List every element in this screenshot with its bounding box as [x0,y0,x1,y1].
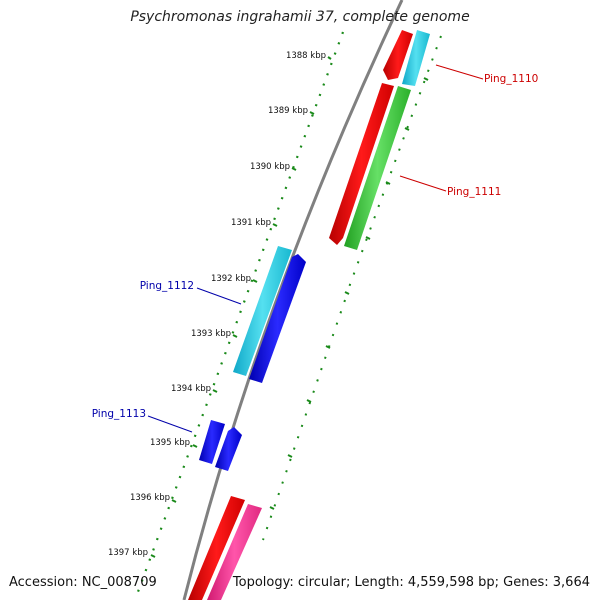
gene-feature-red[interactable] [188,496,245,600]
ruler-label: 1392 kbp [211,274,251,284]
topology-text: Topology: circular; Length: 4,559,598 bp… [232,575,590,590]
callout-line [147,415,193,433]
track-tick [269,506,275,510]
ruler-tick [150,554,156,558]
ruler-label: 1390 kbp [250,162,290,172]
track-tick [385,181,391,185]
track-tick [344,291,350,295]
ruler-line [133,31,345,600]
ruler-label: 1393 kbp [191,329,231,339]
ruler-label: 1394 kbp [171,384,211,394]
gene-label-ping-1112[interactable]: Ping_1112 [140,280,194,292]
gene-feature-red[interactable] [383,30,413,80]
gene-feature-blue[interactable] [249,254,306,383]
gene-feature-blue[interactable] [199,420,225,464]
track-tick [423,77,429,81]
gene-feature-green[interactable] [344,86,411,250]
ruler-label: 1395 kbp [150,438,190,448]
ruler-tick [291,167,297,171]
ruler-tick [272,223,278,227]
track-tick [404,127,410,131]
track-tick [306,399,312,403]
track-tick [325,345,331,349]
callout-line [196,287,242,305]
ruler-label: 1391 kbp [231,218,271,228]
track-tick [365,236,371,240]
track-tick [287,454,293,458]
gene-feature-pink[interactable] [207,504,262,600]
ruler-label: 1396 kbp [130,493,170,503]
ruler-label: 1389 kbp [268,106,308,116]
ruler-label: 1397 kbp [108,548,148,558]
ruler-tick [252,279,258,283]
genome-backbone [182,0,404,600]
ruler-tick [212,389,218,393]
callout-line [435,64,484,80]
ruler-tick [232,334,238,338]
gene-feature-cyan[interactable] [402,30,430,86]
gene-feature-red[interactable] [329,83,394,245]
ruler-tick [309,111,315,115]
gene-label-ping-1110[interactable]: Ping_1110 [484,73,538,85]
ruler-label: 1388 kbp [286,51,326,61]
gene-feature-blue[interactable] [215,427,242,471]
gene-feature-cyan[interactable] [233,246,292,376]
accession-text: Accession: NC_008709 [9,575,157,590]
ruler-tick [171,499,177,503]
ruler-tick [327,56,332,60]
map-title: Psychromonas ingrahamii 37, complete gen… [130,9,470,25]
gene-label-ping-1111[interactable]: Ping_1111 [447,186,501,198]
ruler-tick [192,444,198,448]
callout-line [399,175,447,192]
gene-label-ping-1113[interactable]: Ping_1113 [92,408,146,420]
